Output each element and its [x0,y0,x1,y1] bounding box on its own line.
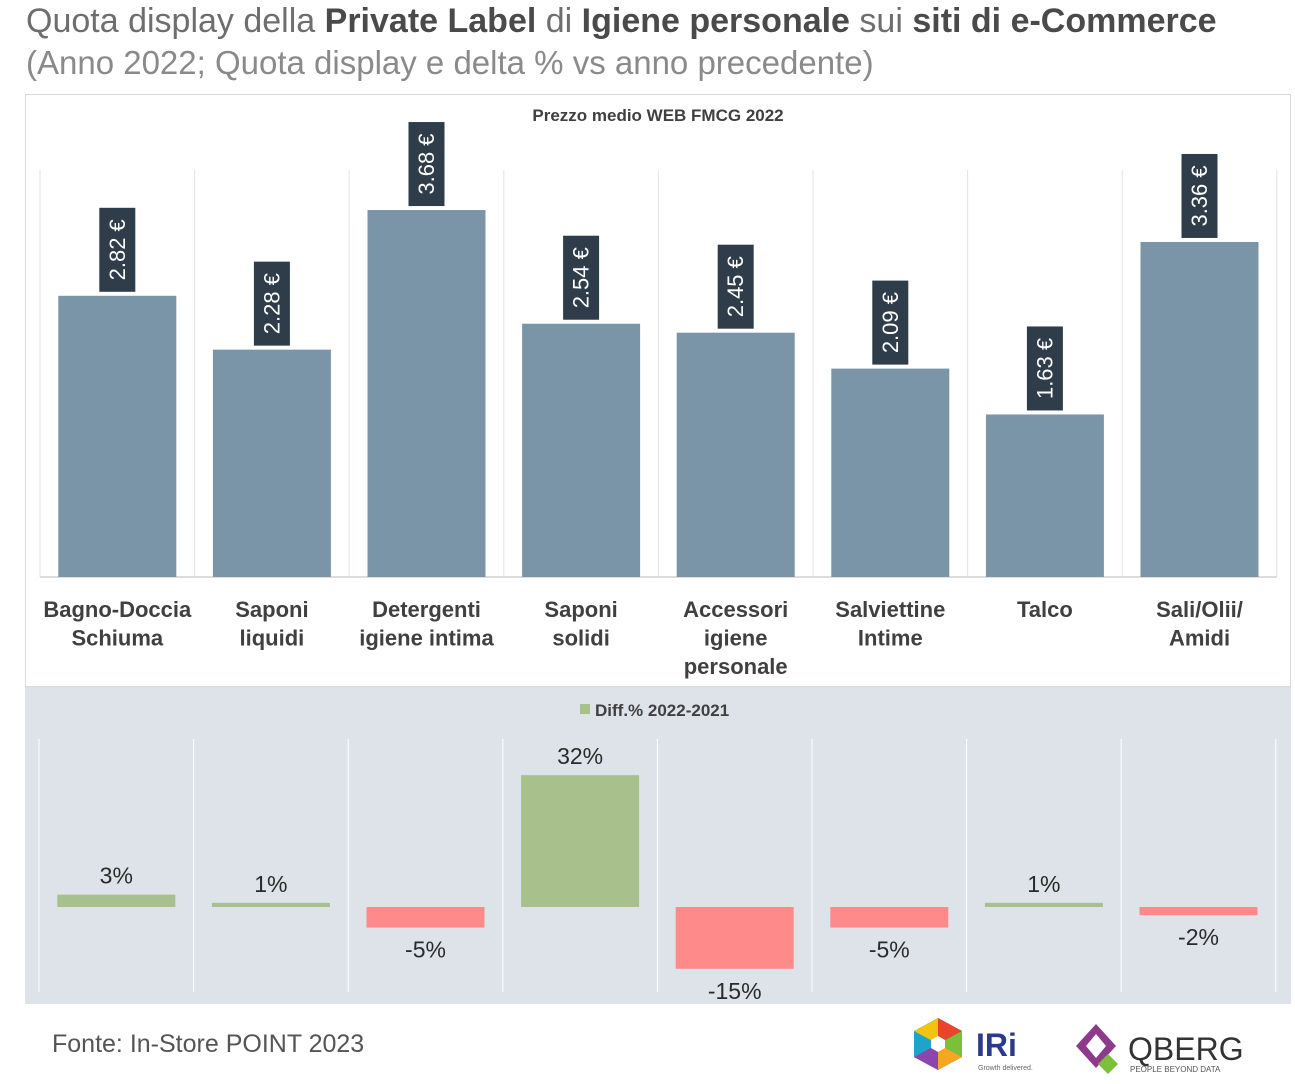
page-title: Quota display della Private Label di Igi… [26,2,1217,40]
legend-swatch [580,704,590,714]
diff-bar [211,902,330,907]
page-subtitle: (Anno 2022; Quota display e delta % vs a… [26,44,874,81]
chart-title: Prezzo medio WEB FMCG 2022 [532,106,783,125]
diff-data-label: -5% [405,937,446,963]
price-label-box [872,280,909,365]
price-data-label: 2.45 € [723,256,748,317]
category-label: Intime [858,626,923,651]
category-label: Schiuma [71,626,163,651]
diff-chart-panel: Diff.% 2022-2021 3% 1% -5% 32% -15% -5% 1% -2% [25,687,1291,1004]
qberg-logo-tagline: PEOPLE BEYOND DATA [1130,1065,1221,1074]
category-label: Salviettine [835,597,945,622]
price-label-box [408,122,445,207]
diff-data-label: -15% [708,978,762,1004]
price-bar [522,323,641,577]
diff-data-label: -2% [1178,924,1219,950]
price-bar [676,332,795,577]
price-label-box [717,244,754,329]
category-label: igiene intima [359,626,494,651]
price-data-label: 3.36 € [1187,165,1212,226]
diff-data-label: 1% [254,871,287,897]
price-data-label: 2.09 € [878,292,903,353]
diff-bar [57,894,176,907]
price-bar-chart: Prezzo medio WEB FMCG 2022 2.82 € Bagno-Do… [39,106,1278,679]
diff-bar [675,907,794,969]
diff-bar [521,775,640,907]
price-label-box [1181,153,1218,238]
price-bar [985,414,1104,577]
category-label: Amidi [1169,626,1230,651]
price-data-label: 2.28 € [259,273,284,334]
diff-bar [830,907,949,928]
qberg-logo-text: QBERG [1128,1031,1244,1067]
price-label-box [563,235,600,320]
price-bar [58,295,177,577]
category-label: Detergenti [372,597,481,622]
price-label-box [253,261,290,346]
price-bar [1140,241,1259,578]
category-label: Saponi [544,597,617,622]
iri-logo-icon [914,1018,962,1070]
diff-bar-chart: Diff.% 2022-2021 3% 1% -5% 32% -15% -5% 1% -2% [38,701,1277,1004]
diff-bar [1139,907,1258,916]
diff-data-label: 32% [557,743,603,769]
iri-logo-tagline: Growth delivered. [978,1065,1033,1072]
category-label: Sali/Olii/ [1156,597,1243,622]
price-label-box [99,207,136,292]
legend-label: Diff.% 2022-2021 [595,701,729,720]
price-bar [212,349,331,577]
diff-bar [366,907,485,928]
logos: IRi Growth delivered. QBERG PEOPLE BEYON… [912,1016,1272,1076]
diff-data-label: 3% [100,863,133,889]
diff-data-label: -5% [869,937,910,963]
category-label: Saponi [235,597,308,622]
category-label: liquidi [240,626,305,651]
price-data-label: 1.63 € [1032,338,1057,399]
category-label: Talco [1017,597,1073,622]
category-label: personale [684,654,788,679]
diff-bar [984,902,1103,907]
price-chart-panel: Prezzo medio WEB FMCG 2022 2.82 € Bagno-Do… [25,94,1291,687]
price-bar [831,368,950,577]
category-label: Accessori [683,597,788,622]
price-label-box [1026,326,1063,411]
price-bar [367,210,486,577]
price-data-label: 3.68 € [414,133,439,194]
qberg-logo-icon [1076,1024,1118,1074]
category-label: Bagno-Doccia [43,597,192,622]
source-note: Fonte: In-Store POINT 2023 [52,1030,365,1058]
category-label: igiene [704,626,768,651]
diff-data-label: 1% [1027,871,1060,897]
price-data-label: 2.82 € [105,219,130,280]
price-data-label: 2.54 € [569,247,594,308]
category-label: solidi [552,626,609,651]
iri-logo-text: IRi [976,1027,1017,1063]
